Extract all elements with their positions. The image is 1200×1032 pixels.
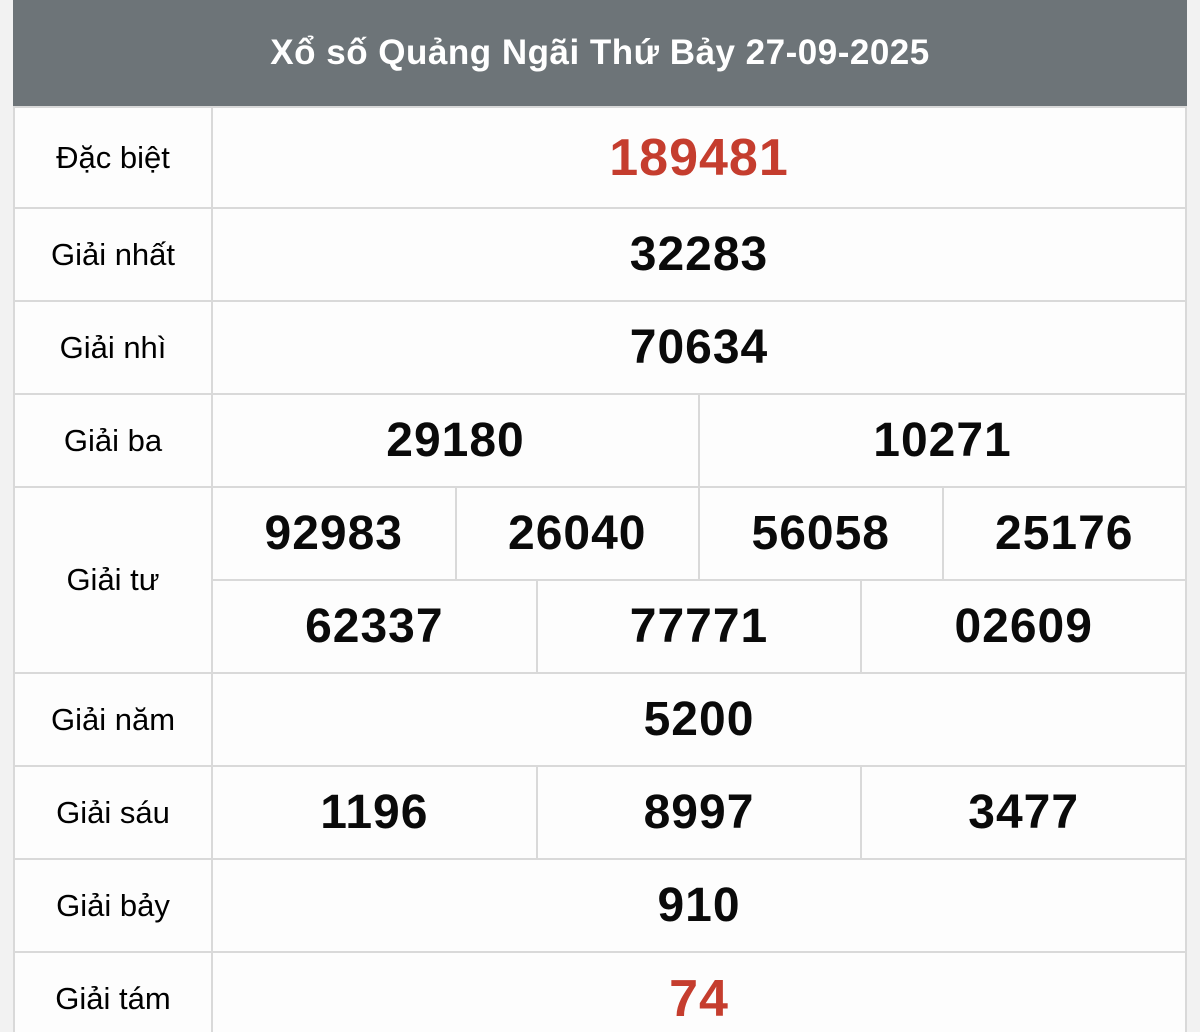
winning-number: 910 bbox=[213, 860, 1185, 951]
prize-subrow: 910 bbox=[213, 860, 1185, 951]
winning-number: 56058 bbox=[700, 488, 942, 579]
winning-number: 8997 bbox=[537, 767, 861, 858]
prize-label-giai-tu: Giải tư bbox=[15, 488, 211, 672]
prize-label-giai-ba: Giải ba bbox=[15, 395, 211, 486]
prize-values-giai-bay: 910 bbox=[213, 860, 1185, 951]
winning-number: 70634 bbox=[213, 302, 1185, 393]
page-title: Xổ số Quảng Ngãi Thứ Bảy 27-09-2025 bbox=[270, 33, 930, 72]
prize-values-giai-tu: 92983 26040 56058 25176 62337 77771 02609 bbox=[213, 488, 1186, 672]
prize-row-dac-biet: Đặc biệt 189481 bbox=[15, 108, 1185, 207]
page-header: Xổ số Quảng Ngãi Thứ Bảy 27-09-2025 bbox=[13, 0, 1187, 106]
prize-label-dac-biet: Đặc biệt bbox=[15, 108, 211, 207]
prize-label-giai-bay: Giải bảy bbox=[15, 860, 211, 951]
prize-label-giai-tam: Giải tám bbox=[15, 953, 211, 1032]
winning-number: 25176 bbox=[943, 488, 1185, 579]
winning-number: 26040 bbox=[456, 488, 698, 579]
prize-label-giai-nhi: Giải nhì bbox=[15, 302, 211, 393]
prize-subrow: 74 bbox=[213, 953, 1185, 1032]
winning-number: 5200 bbox=[213, 674, 1185, 765]
prize-values-giai-sau: 1196 8997 3477 bbox=[213, 767, 1186, 858]
prize-label-giai-nam: Giải năm bbox=[15, 674, 211, 765]
prize-row-giai-tu: Giải tư 92983 26040 56058 25176 62337 77771 026… bbox=[15, 488, 1186, 672]
prize-row-giai-nhi: Giải nhì 70634 bbox=[15, 302, 1185, 393]
prize-values-giai-nhat: 32283 bbox=[213, 209, 1185, 300]
prize-row-giai-bay: Giải bảy 910 bbox=[15, 860, 1185, 951]
prize-subrow: 70634 bbox=[213, 302, 1185, 393]
winning-number: 1196 bbox=[213, 767, 536, 858]
prize-label-giai-nhat: Giải nhất bbox=[15, 209, 211, 300]
winning-number: 62337 bbox=[213, 581, 536, 672]
prize-values-dac-biet: 189481 bbox=[213, 108, 1185, 207]
prize-values-giai-ba: 29180 10271 bbox=[213, 395, 1185, 486]
winning-number: 10271 bbox=[700, 395, 1185, 486]
prize-subrow: 5200 bbox=[213, 674, 1185, 765]
prize-values-giai-nam: 5200 bbox=[213, 674, 1185, 765]
winning-number: 02609 bbox=[862, 581, 1186, 672]
prize-subrow: 32283 bbox=[213, 209, 1185, 300]
winning-number: 32283 bbox=[213, 209, 1185, 300]
prize-subrow: 29180 10271 bbox=[213, 395, 1185, 486]
prize-subrow: 92983 26040 56058 25176 bbox=[213, 488, 1185, 579]
prize-label-giai-sau: Giải sáu bbox=[15, 767, 211, 858]
prize-values-giai-nhi: 70634 bbox=[213, 302, 1185, 393]
prize-subrow: 62337 77771 02609 bbox=[213, 581, 1186, 672]
prize-row-giai-nhat: Giải nhất 32283 bbox=[15, 209, 1185, 300]
prize-values-giai-tam: 74 bbox=[213, 953, 1185, 1032]
prize-row-giai-nam: Giải năm 5200 bbox=[15, 674, 1185, 765]
prize-subrow: 1196 8997 3477 bbox=[213, 767, 1186, 858]
prize-row-giai-tam: Giải tám 74 bbox=[15, 953, 1185, 1032]
winning-number: 189481 bbox=[213, 108, 1185, 207]
prize-row-giai-ba: Giải ba 29180 10271 bbox=[15, 395, 1185, 486]
winning-number: 74 bbox=[213, 953, 1185, 1032]
winning-number: 92983 bbox=[213, 488, 455, 579]
winning-number: 77771 bbox=[537, 581, 861, 672]
winning-number: 3477 bbox=[862, 767, 1186, 858]
winning-number: 29180 bbox=[213, 395, 698, 486]
prize-subrow: 189481 bbox=[213, 108, 1185, 207]
results-table: Đặc biệt 189481 Giải nhất 32283 Giải nhì 7063… bbox=[13, 106, 1187, 1032]
prize-row-giai-sau: Giải sáu 1196 8997 3477 bbox=[15, 767, 1186, 858]
